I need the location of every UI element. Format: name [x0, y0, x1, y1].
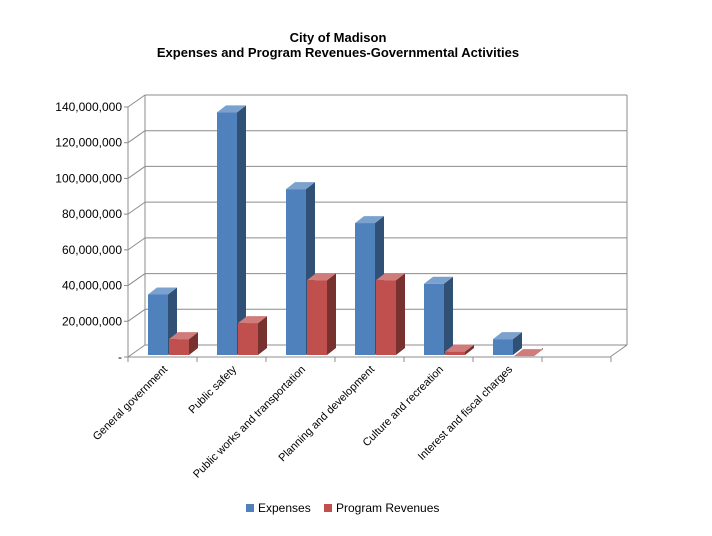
floor-right-edge	[609, 344, 628, 358]
bar-expenses	[424, 276, 453, 355]
gridline-side	[127, 130, 146, 144]
bar-side	[465, 344, 474, 355]
bar-front	[355, 223, 375, 355]
bar-program-revenues	[307, 273, 336, 355]
bar-front	[238, 323, 258, 355]
bar-front	[424, 283, 444, 355]
bars	[148, 105, 543, 357]
gridline-side	[127, 237, 146, 251]
y-axis-ticks: - 20,000,000 40,000,000 60,000,000 80,000,00…	[55, 100, 122, 364]
y-tick-label: 20,000,000	[62, 314, 122, 328]
x-category-label: General government	[91, 364, 170, 443]
y-tick-label: -	[118, 350, 122, 364]
bar-front	[493, 339, 513, 355]
bar-top	[169, 332, 198, 340]
y-tick-label: 140,000,000	[55, 100, 122, 114]
gridline-side	[127, 94, 146, 108]
bar-program-revenues	[514, 348, 543, 357]
legend-swatch	[324, 504, 332, 512]
bar-top	[493, 332, 522, 340]
y-tick-label: 100,000,000	[55, 171, 122, 185]
bar-top	[238, 316, 267, 324]
bar-program-revenues	[169, 332, 198, 355]
bar-top	[286, 182, 315, 190]
bar-expenses	[217, 105, 246, 355]
bar-top	[376, 273, 405, 281]
bar-side	[189, 332, 198, 355]
bar-program-revenues	[238, 316, 267, 355]
gridline-side	[127, 201, 146, 215]
bar-top	[148, 287, 177, 295]
y-tick-label: 40,000,000	[62, 279, 122, 293]
bar-top	[445, 344, 474, 352]
y-tick-label: 120,000,000	[55, 136, 122, 150]
bar-front	[376, 280, 396, 355]
gridline-side	[127, 273, 146, 286]
bar-top	[355, 216, 384, 224]
bar-front	[217, 112, 237, 355]
bar-side	[237, 105, 246, 355]
bar-top	[307, 273, 336, 281]
bar-top	[217, 105, 246, 113]
bar-front	[286, 189, 306, 355]
bar-program-revenues	[376, 273, 405, 355]
x-category-label: Public works and transportation	[191, 364, 308, 481]
bar-expenses	[493, 332, 522, 355]
bar-front	[148, 294, 168, 355]
gridline-side	[127, 308, 146, 322]
legend: Expenses Program Revenues	[246, 501, 439, 515]
bar-top	[424, 276, 453, 284]
bar-side	[258, 316, 267, 355]
bar-front	[307, 280, 327, 355]
x-category-label: Public safety	[187, 363, 240, 416]
bar-side	[396, 273, 405, 355]
bar-side	[513, 332, 522, 355]
chart-subtitle: Expenses and Program Revenues-Government…	[157, 45, 519, 60]
legend-label: Program Revenues	[336, 501, 439, 515]
y-tick-label: 60,000,000	[62, 243, 122, 257]
legend-swatch	[246, 504, 254, 512]
bar-side	[327, 273, 336, 355]
bar-front	[445, 351, 465, 355]
bar-front	[169, 339, 189, 355]
bar-side	[444, 276, 453, 355]
chart-title: City of Madison	[290, 30, 387, 45]
bar-program-revenues	[445, 344, 474, 355]
gridline-side	[127, 166, 146, 179]
bar-expenses	[148, 287, 177, 355]
gridline-side	[127, 344, 146, 358]
legend-label: Expenses	[258, 501, 311, 515]
axes	[124, 95, 628, 362]
y-tick-label: 80,000,000	[62, 207, 122, 221]
bar-top	[514, 349, 543, 357]
